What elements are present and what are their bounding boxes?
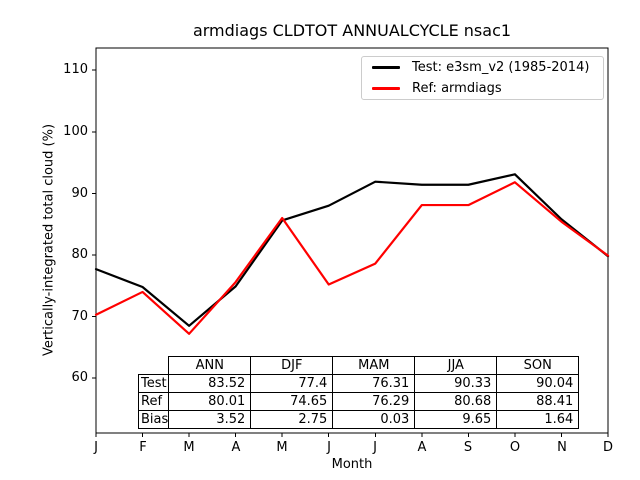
x-tick-jun: J [327, 440, 331, 455]
ref-son: 88.41 [496, 392, 580, 411]
col-header-ann: ANN [168, 356, 252, 375]
tick-marks [92, 69, 609, 437]
y-axis-label: Vertically-integrated total cloud (%) [41, 123, 57, 357]
col-header-mam: MAM [332, 356, 416, 375]
table-row-test: Test 83.52 77.4 76.31 90.33 90.04 [137, 374, 580, 393]
summary-table: ANN DJF MAM JJA SON Test 83.52 77.4 76.3… [137, 356, 580, 429]
row-label-ref: Ref [137, 392, 170, 411]
test-ann: 83.52 [168, 374, 252, 393]
x-tick-mar: M [183, 440, 195, 455]
x-tick-dec: D [602, 440, 613, 455]
ref-mam: 76.29 [332, 392, 416, 411]
legend-box: Test: e3sm_v2 (1985-2014) Ref: armdiags [361, 56, 604, 100]
y-tick-60: 60 [71, 370, 88, 385]
test-son: 90.04 [496, 374, 580, 393]
test-line-swatch [372, 66, 400, 70]
x-tick-jan: J [94, 440, 98, 455]
table-header-row: ANN DJF MAM JJA SON [139, 356, 580, 375]
x-tick-sep: S [463, 440, 473, 455]
bias-son: 1.64 [496, 410, 580, 429]
legend-label-ref: Ref: armdiags [412, 80, 502, 96]
test-djf: 77.4 [250, 374, 334, 393]
bias-jja: 9.65 [414, 410, 498, 429]
x-tick-may: M [276, 440, 288, 455]
y-tick-70: 70 [71, 309, 88, 324]
ref-line-swatch [372, 86, 400, 90]
table-row-bias: Bias 3.52 2.75 0.03 9.65 1.64 [137, 410, 580, 429]
ref-djf: 74.65 [250, 392, 334, 411]
x-tick-aug: A [417, 440, 427, 455]
col-header-djf: DJF [250, 356, 334, 375]
col-header-son: SON [496, 356, 580, 375]
y-tick-90: 90 [71, 186, 88, 201]
y-tick-80: 80 [71, 247, 88, 262]
bias-djf: 2.75 [250, 410, 334, 429]
row-label-bias: Bias [137, 410, 170, 429]
test-mam: 76.31 [332, 374, 416, 393]
legend-label-test: Test: e3sm_v2 (1985-2014) [412, 60, 590, 76]
bias-mam: 0.03 [332, 410, 416, 429]
x-tick-nov: N [557, 440, 567, 455]
chart-title: armdiags CLDTOT ANNUALCYCLE nsac1 [192, 21, 512, 40]
axes-frame [95, 47, 609, 434]
table-corner-cell [139, 357, 169, 375]
x-axis-label: Month [331, 457, 373, 472]
ref-ann: 80.01 [168, 392, 252, 411]
table-row-ref: Ref 80.01 74.65 76.29 80.68 88.41 [137, 392, 580, 411]
legend-item-test: Test: e3sm_v2 (1985-2014) [362, 58, 603, 78]
col-header-jja: JJA [414, 356, 498, 375]
data-lines [94, 173, 610, 335]
y-tick-100: 100 [63, 124, 88, 139]
x-tick-apr: A [231, 440, 241, 455]
ref-jja: 80.68 [414, 392, 498, 411]
x-tick-jul: J [373, 440, 377, 455]
legend-item-ref: Ref: armdiags [362, 78, 603, 98]
test-jja: 90.33 [414, 374, 498, 393]
x-tick-oct: O [509, 440, 521, 455]
bias-ann: 3.52 [168, 410, 252, 429]
x-tick-feb: F [139, 440, 147, 455]
row-label-test: Test [137, 374, 170, 393]
y-tick-110: 110 [63, 62, 88, 77]
